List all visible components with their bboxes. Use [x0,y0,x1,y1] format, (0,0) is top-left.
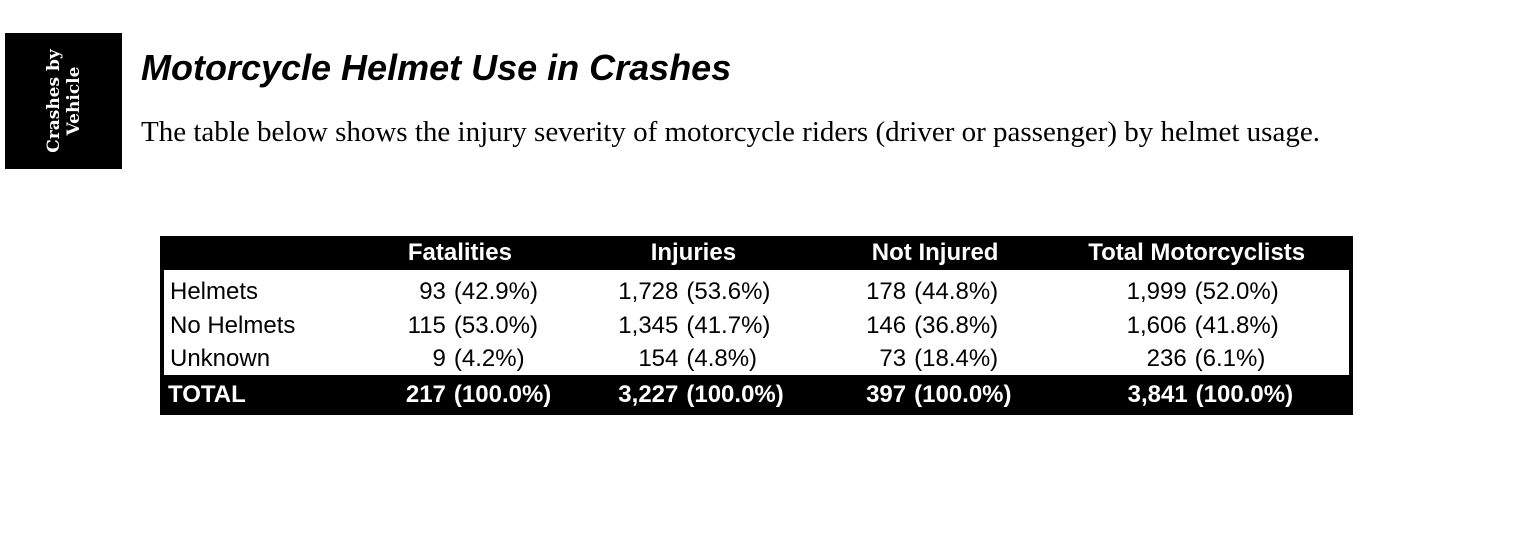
intro-paragraph: The table below shows the injury severit… [141,116,1320,148]
cell-count: 236 [1146,344,1187,372]
cell-count: 1,606 [1126,311,1187,339]
helmet-table-container: Fatalities Injuries Not Injured Total Mo… [160,236,1353,415]
header-fatalities: Fatalities [407,239,512,266]
cell-injuries: 3,227 (100.0%) [559,375,828,415]
cell-total: 236 (6.1%) [1042,342,1353,375]
cell-count: 3,841 [1127,381,1188,408]
cell-count: 178 [866,278,907,305]
cell-percent: (53.0%) [453,311,538,339]
cell-count: 154 [638,344,679,372]
cell-percent: (100.0%) [453,381,552,408]
cell-fatalities: 217 (100.0%) [361,375,559,415]
cell-count: 73 [879,344,907,372]
cell-count: 1,345 [618,311,679,339]
header-cell-blank [162,236,361,270]
row-label: Helmets [160,270,361,309]
table-row-unknown: Unknown 9 (4.2%) 154 (4.8%) 73 (18.4%) 236(… [160,342,1353,375]
cell-count: 397 [866,381,907,408]
cell-fatalities: 93 (42.9%) [360,270,559,309]
cell-total: 1,606 (41.8%) [1042,309,1353,342]
cell-count: 217 [405,381,446,408]
cell-percent: (42.9%) [453,278,538,305]
cell-injuries: 1,345 (41.7%) [558,309,828,342]
cell-percent: (6.1%) [1194,344,1266,372]
cell-total: 3,841 (100.0%) [1042,375,1351,415]
cell-percent: (4.2%) [453,344,525,372]
cell-injuries: 1,728 (53.6%) [558,270,828,309]
cell-count: 115 [407,311,446,339]
side-tab-label: Crashes by Vehicle [43,49,83,153]
cell-percent: (100.0%) [686,381,784,408]
side-tab-line-1: Crashes by [43,49,64,153]
cell-count: 93 [419,278,446,305]
header-injuries: Injuries [650,239,737,266]
cell-not-injured: 397 (100.0%) [828,375,1042,415]
cell-count: 146 [866,311,907,339]
cell-percent: (41.8%) [1194,311,1279,339]
table-row-total: TOTAL 217 (100.0%) 3,227 (100.0%) 397 (100.… [162,375,1351,415]
cell-percent: (18.4%) [914,344,999,372]
cell-total: 1,999 (52.0%) [1042,270,1353,309]
cell-count: 1,999 [1126,278,1187,305]
cell-percent: (100.0%) [1195,381,1294,408]
cell-fatalities: 115 (53.0%) [360,309,559,342]
cell-percent: (41.7%) [686,311,771,339]
cell-percent: (44.8%) [914,278,999,305]
cell-count: 9 [432,344,446,372]
cell-not-injured: 73 (18.4%) [827,342,1043,375]
cell-count: 3,227 [618,381,679,408]
cell-count: 1,728 [618,278,679,305]
helmet-use-table: Fatalities Injuries Not Injured Total Mo… [160,236,1353,415]
table-row-no-helmets: No Helmets 115 (53.0%) 1,345 (41.7%) 146 (3… [160,309,1353,342]
cell-fatalities: 9 (4.2%) [360,342,559,375]
table-header-row: Fatalities Injuries Not Injured Total Mo… [162,236,1351,270]
header-not-injured: Not Injured [871,239,999,266]
table-row-helmets: Helmets 93 (42.9%) 1,728 (53.6%) 178 (44.8%… [160,270,1353,309]
header-total-motorcyclists: Total Motorcyclists [1088,239,1306,266]
row-label: No Helmets [160,309,361,342]
cell-injuries: 154 (4.8%) [558,342,828,375]
row-label: Unknown [160,342,361,375]
cell-not-injured: 146 (36.8%) [827,309,1043,342]
side-tab-line-2: Vehicle [63,66,84,136]
cell-not-injured: 178 (44.8%) [827,270,1043,309]
page-title: Motorcycle Helmet Use in Crashes [141,47,732,88]
cell-percent: (36.8%) [914,311,999,339]
cell-percent: (53.6%) [686,278,771,305]
cell-percent: (100.0%) [914,381,1012,408]
row-label: TOTAL [168,381,246,408]
cell-percent: (52.0%) [1194,278,1279,305]
cell-percent: (4.8%) [686,344,758,372]
side-tab: Crashes by Vehicle [5,33,122,169]
